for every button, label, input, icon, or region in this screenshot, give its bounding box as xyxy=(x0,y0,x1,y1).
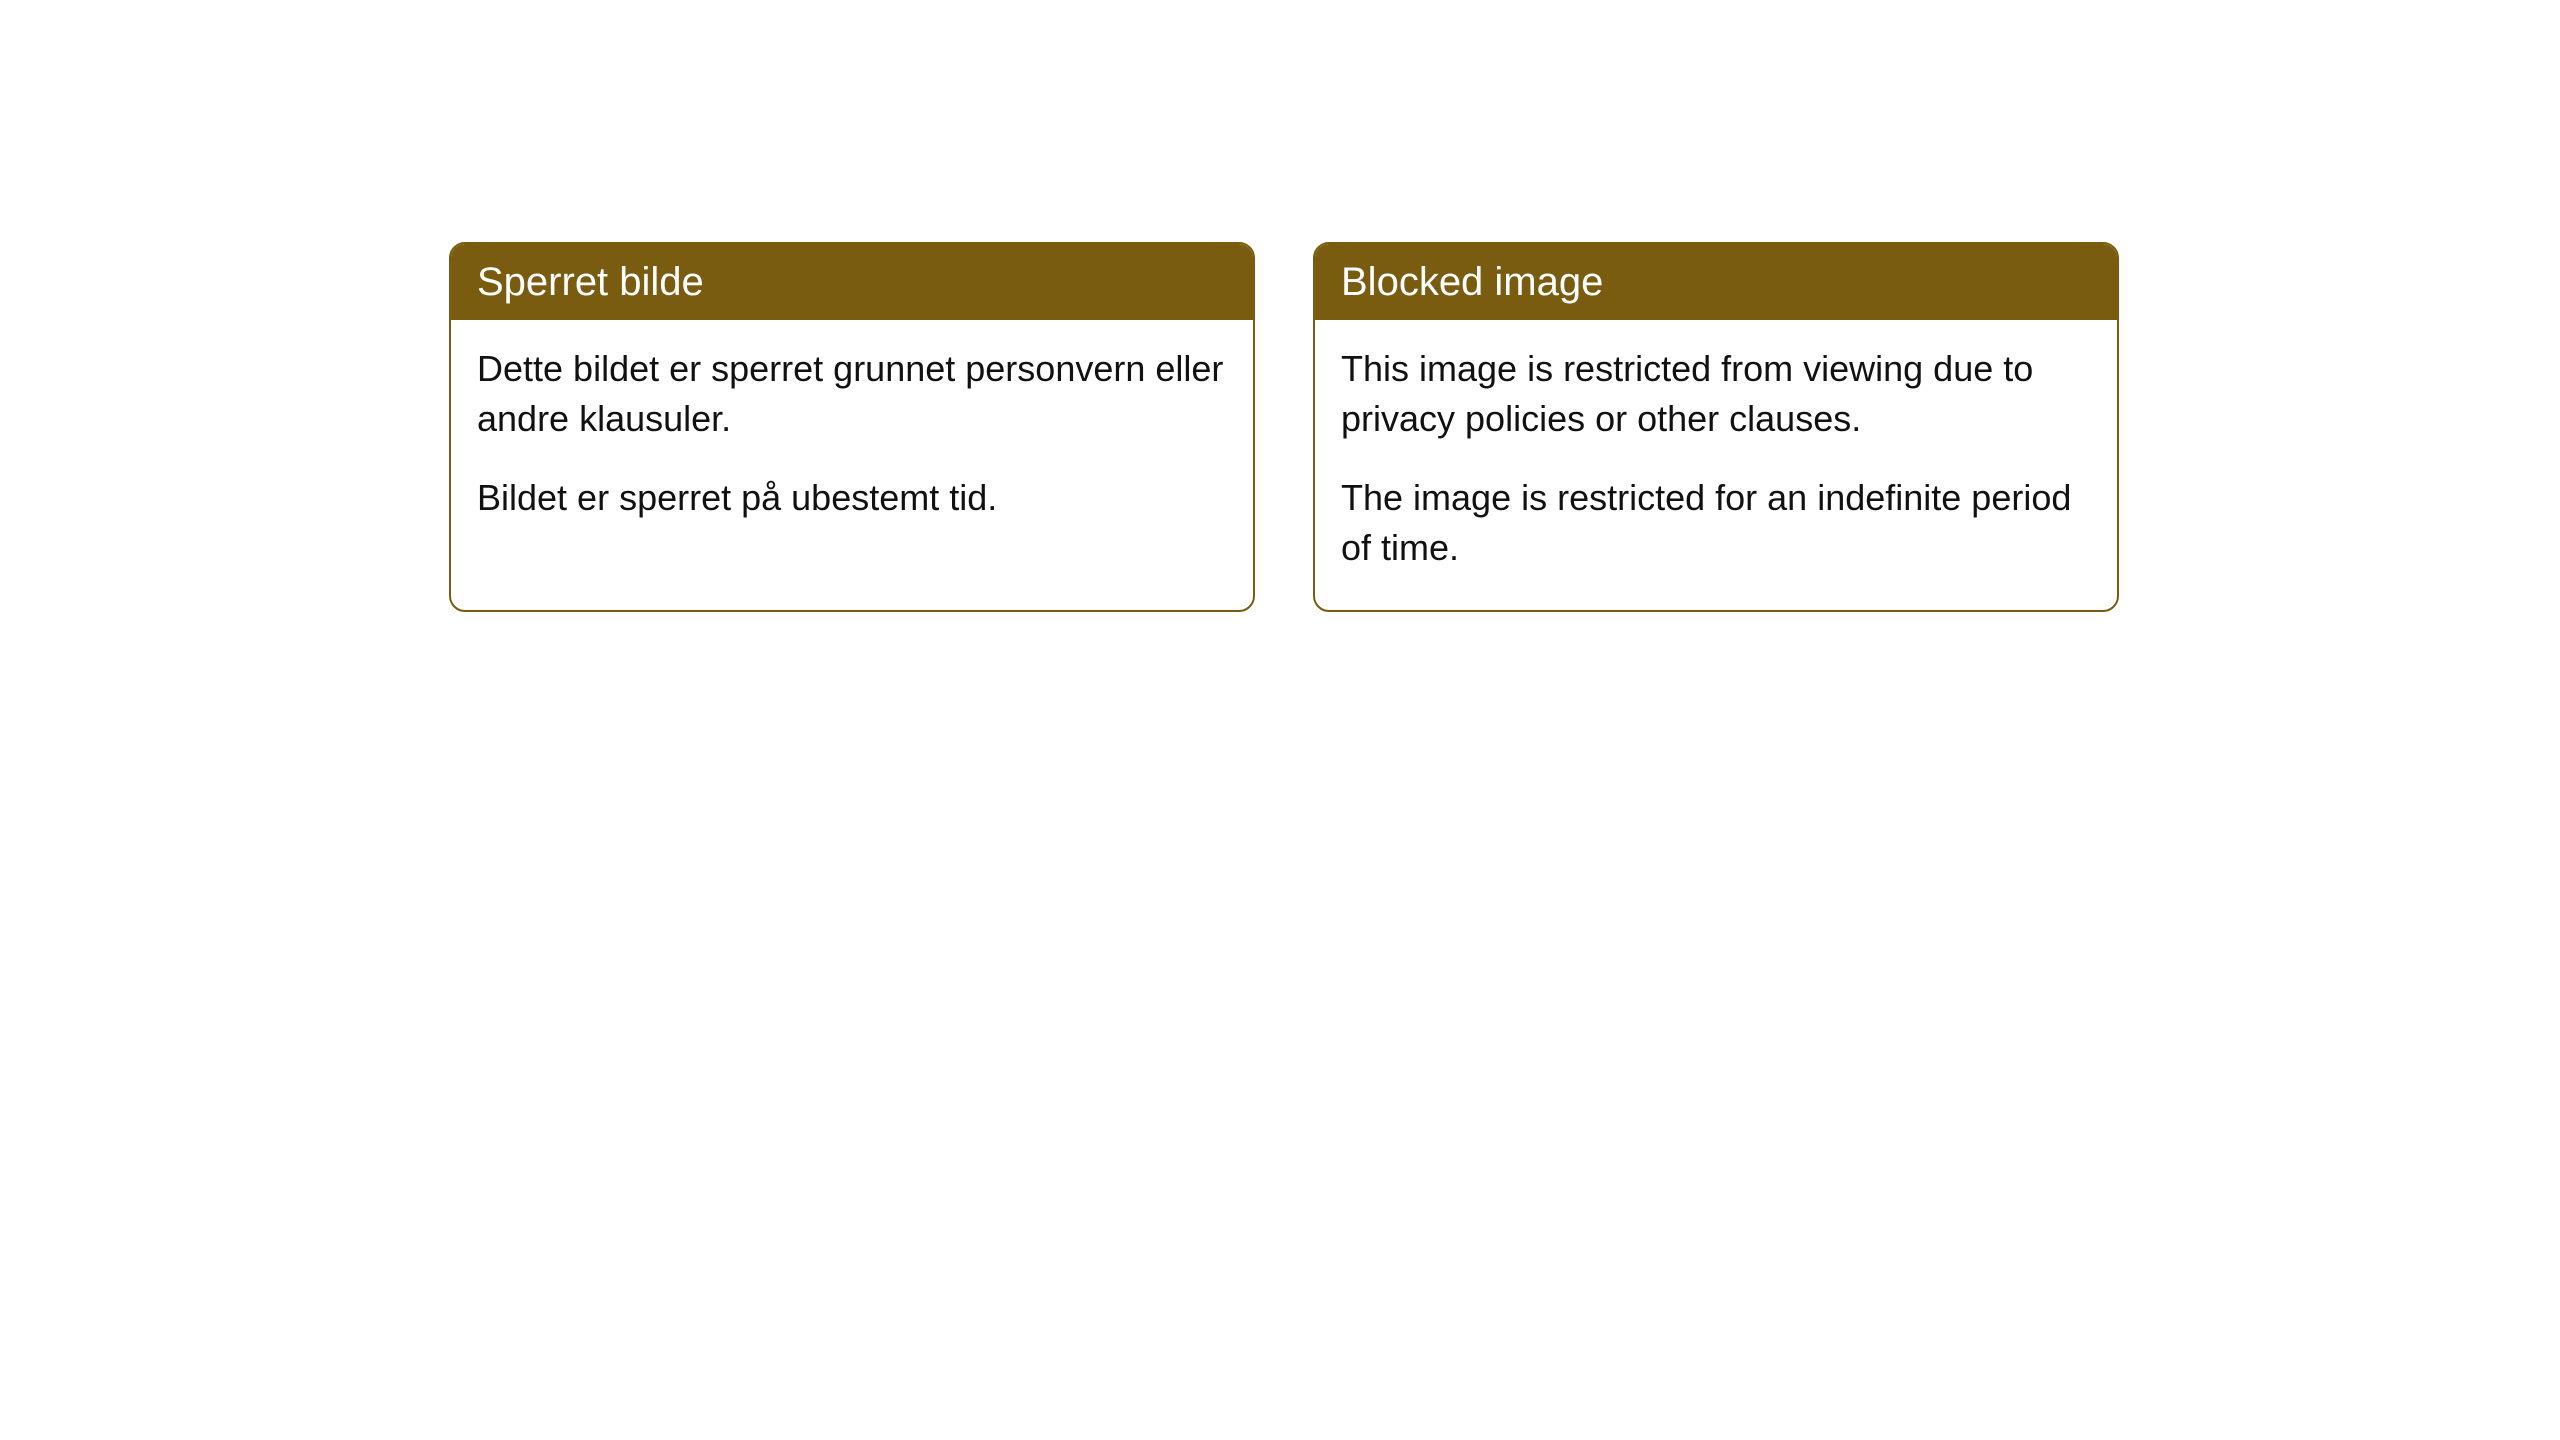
card-reason-norwegian: Dette bildet er sperret grunnet personve… xyxy=(477,344,1227,445)
blocked-image-card-norwegian: Sperret bilde Dette bildet er sperret gr… xyxy=(449,242,1255,612)
card-reason-english: This image is restricted from viewing du… xyxy=(1341,344,2091,445)
card-body-english: This image is restricted from viewing du… xyxy=(1315,320,2117,610)
card-duration-norwegian: Bildet er sperret på ubestemt tid. xyxy=(477,473,1227,523)
blocked-image-card-english: Blocked image This image is restricted f… xyxy=(1313,242,2119,612)
card-duration-english: The image is restricted for an indefinit… xyxy=(1341,473,2091,574)
blocked-image-notices: Sperret bilde Dette bildet er sperret gr… xyxy=(0,0,2560,612)
card-body-norwegian: Dette bildet er sperret grunnet personve… xyxy=(451,320,1253,559)
card-title-english: Blocked image xyxy=(1315,244,2117,320)
card-title-norwegian: Sperret bilde xyxy=(451,244,1253,320)
